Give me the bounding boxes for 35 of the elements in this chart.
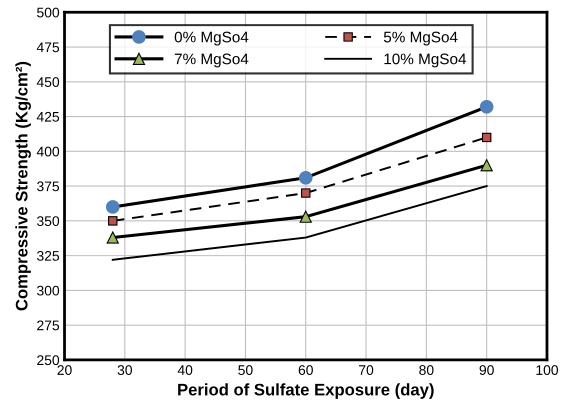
y-tick-label: 350 <box>37 216 60 226</box>
point <box>482 132 492 142</box>
y-tick-label: 325 <box>37 250 60 261</box>
y-tick-label: 250 <box>37 355 60 366</box>
x-tick-label: 100 <box>536 365 558 375</box>
point <box>106 231 119 244</box>
y-tick-label: 275 <box>37 320 60 330</box>
y-tick-label: 425 <box>36 112 60 122</box>
y-tick-label: 300 <box>37 286 60 296</box>
legend-label: 7% MgSo4 <box>174 54 248 68</box>
point <box>298 170 313 185</box>
legend-label: 5% MgSo4 <box>384 32 458 46</box>
y-axis-title: Compressive Strength (Kg/cm²) <box>15 62 31 310</box>
point <box>480 100 494 114</box>
x-tick-label: 90 <box>480 365 494 375</box>
legend-label: 10% MgSo4 <box>384 54 466 68</box>
legend-label: 0% MgSo4 <box>174 32 248 46</box>
y-tick-label: 450 <box>36 77 60 87</box>
point <box>480 159 493 172</box>
x-tick-label: 60 <box>298 365 313 375</box>
point <box>106 200 120 214</box>
y-tick-label: 400 <box>36 146 60 156</box>
x-tick-label: 20 <box>57 365 72 375</box>
point <box>108 216 118 226</box>
y-tick-label: 475 <box>36 42 60 52</box>
x-tick-label: 70 <box>359 365 374 375</box>
y-tick-label: 500 <box>37 8 60 18</box>
point <box>300 210 312 223</box>
y-tick-label: 375 <box>37 181 60 192</box>
x-tick-label: 80 <box>419 365 434 375</box>
x-tick-label: 50 <box>238 365 253 375</box>
x-tick-label: 30 <box>118 365 132 375</box>
x-axis-title: Period of Sulfate Exposure (day) <box>178 383 434 399</box>
point <box>301 188 310 198</box>
x-tick-label: 40 <box>178 365 192 375</box>
